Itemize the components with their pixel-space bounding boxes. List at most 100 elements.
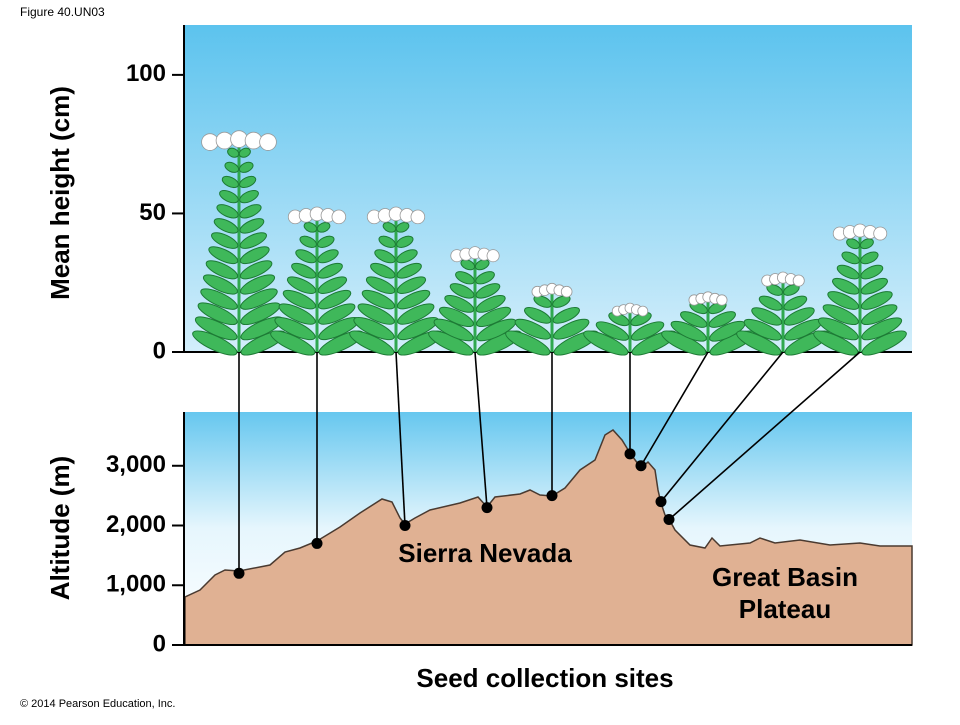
y-tick-label: 0	[153, 630, 166, 657]
leaf	[396, 262, 422, 279]
leaf	[449, 283, 475, 299]
leaf	[219, 190, 239, 204]
site-dot	[635, 460, 647, 472]
leaf	[438, 306, 474, 328]
plant	[736, 271, 830, 356]
flower	[486, 249, 500, 263]
leaf	[317, 276, 348, 294]
copyright: © 2014 Pearson Education, Inc.	[20, 698, 175, 710]
flower	[637, 305, 649, 317]
leaf	[370, 262, 396, 279]
leaf	[239, 260, 273, 280]
leaf	[861, 317, 903, 341]
leaf	[240, 274, 276, 295]
y-tick-label: 0	[153, 337, 166, 364]
annotation: Great Basin	[712, 562, 858, 592]
leaf	[274, 316, 316, 341]
leaf	[552, 295, 571, 308]
leaf	[239, 175, 257, 189]
leaf	[397, 303, 435, 325]
leaf	[200, 288, 238, 310]
y-tick-label: 2,000	[106, 511, 166, 538]
leaf	[240, 288, 278, 310]
connector	[640, 351, 709, 467]
x-axis-label: Seed collection sites	[416, 663, 673, 693]
leaf	[533, 295, 552, 308]
leaf	[374, 249, 396, 264]
flower	[560, 285, 573, 298]
leaf	[299, 235, 317, 248]
leaf	[194, 316, 238, 341]
leaf	[317, 289, 352, 310]
leaf	[357, 303, 395, 325]
connector	[668, 351, 861, 521]
leaf	[743, 318, 782, 341]
leaf	[361, 289, 396, 310]
flower	[873, 226, 888, 241]
connector	[395, 351, 406, 526]
leaf	[860, 277, 888, 295]
leaf	[514, 318, 551, 340]
leaf	[783, 295, 808, 311]
plant	[270, 206, 364, 356]
leaf	[238, 161, 254, 173]
leaf	[475, 294, 506, 313]
leaf	[583, 330, 629, 356]
leaf	[460, 259, 476, 271]
leaf	[783, 307, 815, 326]
site-dot	[311, 537, 323, 549]
leaf	[197, 302, 238, 326]
leaf	[303, 222, 318, 233]
leaf	[475, 283, 501, 299]
leaf	[680, 311, 708, 328]
leaf	[396, 289, 431, 310]
leaf	[832, 277, 860, 295]
site-dot	[399, 520, 411, 532]
site-dot	[546, 490, 558, 502]
leaf	[595, 321, 630, 341]
leaf	[286, 276, 317, 294]
leaf	[841, 251, 860, 265]
leaf	[524, 307, 552, 324]
y-tick-label: 3,000	[106, 451, 166, 478]
leaf	[817, 317, 859, 341]
connector	[660, 351, 784, 503]
leaf	[475, 271, 495, 285]
leaf	[859, 238, 874, 250]
leaf	[474, 259, 490, 271]
figure-label: Figure 40.UN03	[20, 5, 105, 19]
leaf	[317, 249, 339, 264]
leaf	[239, 232, 267, 249]
y-axis-label: Mean height (cm)	[45, 86, 75, 300]
leaf	[282, 289, 317, 310]
leaf	[317, 235, 335, 248]
leaf	[221, 175, 239, 189]
flower	[331, 209, 347, 225]
leaf	[208, 246, 239, 265]
leaf	[846, 238, 861, 250]
leaf	[239, 218, 265, 234]
leaf	[860, 251, 879, 265]
leaf	[758, 295, 783, 311]
leaf	[396, 235, 414, 248]
site-dot	[624, 448, 636, 460]
leaf	[552, 307, 580, 324]
y-tick-label: 1,000	[106, 571, 166, 598]
leaf	[316, 222, 331, 233]
leaf	[505, 330, 551, 356]
y-tick-label: 100	[126, 60, 166, 87]
leaf	[278, 303, 316, 325]
leaf	[224, 161, 240, 173]
leaf	[708, 311, 736, 328]
flower	[410, 209, 426, 225]
leaf	[836, 264, 860, 280]
leaf	[205, 260, 239, 280]
leaf	[751, 307, 783, 326]
leaf	[455, 271, 475, 285]
leaf	[239, 190, 259, 204]
leaf	[444, 294, 475, 313]
site-dot	[233, 567, 245, 579]
flower	[259, 133, 277, 151]
leaf	[861, 304, 898, 326]
